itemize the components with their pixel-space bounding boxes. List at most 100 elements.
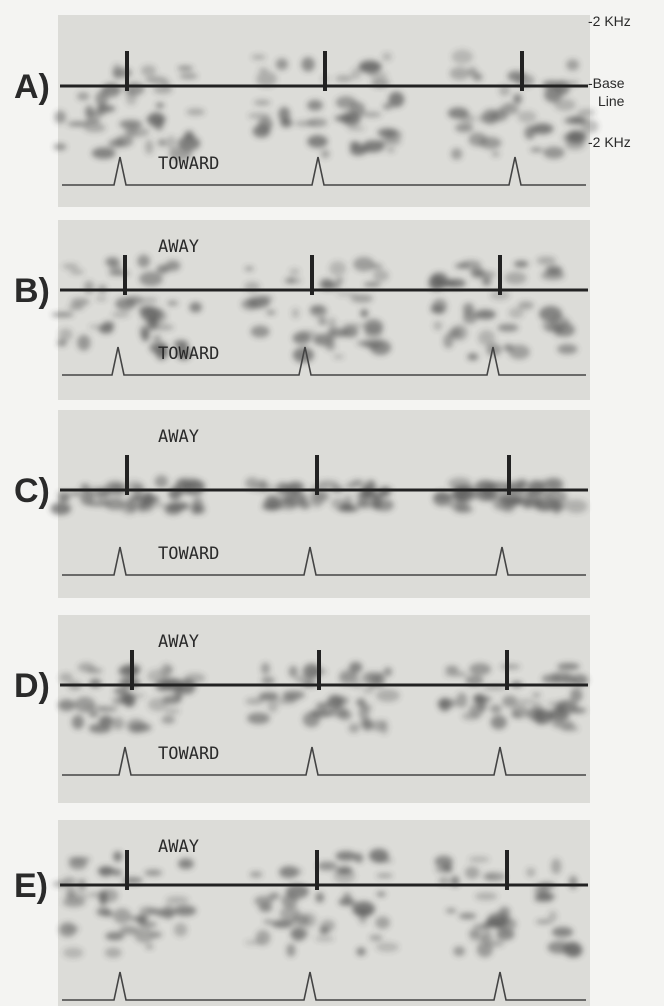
speckle	[468, 66, 478, 77]
speckle	[157, 138, 167, 147]
speckle	[279, 500, 298, 510]
speckle	[291, 927, 306, 942]
speckle	[350, 294, 374, 303]
speckle	[335, 851, 357, 861]
speckle	[76, 92, 90, 101]
speckle	[286, 943, 296, 958]
speckle	[517, 110, 537, 123]
speckle	[342, 325, 359, 338]
speckle	[119, 119, 143, 129]
speckle	[332, 354, 345, 359]
speckle	[298, 329, 317, 338]
speckle	[358, 908, 367, 925]
speckle	[71, 491, 81, 496]
speckle	[307, 135, 328, 148]
speckle	[335, 278, 344, 283]
speckle	[535, 919, 553, 924]
speckle	[310, 708, 334, 718]
speckle	[333, 867, 356, 884]
speckle	[67, 305, 85, 310]
speckle	[291, 307, 300, 319]
speckle	[566, 59, 580, 71]
speckle	[260, 662, 271, 675]
speckle	[317, 493, 330, 499]
speckle	[577, 109, 596, 116]
speckle	[375, 689, 400, 703]
speckle	[177, 66, 194, 71]
speckle	[329, 260, 347, 277]
speckle	[87, 501, 111, 507]
speckle	[373, 858, 393, 864]
speckle	[91, 147, 116, 159]
speckle	[376, 891, 386, 897]
speckle	[332, 696, 349, 706]
speckle	[531, 692, 541, 698]
spike	[317, 650, 321, 690]
speckle	[151, 931, 163, 938]
speckle	[129, 915, 149, 922]
speckle	[334, 114, 356, 122]
speckle	[154, 475, 169, 489]
speckle	[288, 665, 298, 678]
speckle	[50, 502, 72, 515]
speckle	[338, 898, 356, 906]
speckle	[453, 946, 466, 957]
speckle	[102, 321, 115, 329]
speckle	[161, 715, 176, 724]
speckle	[245, 697, 265, 705]
spike	[323, 51, 327, 91]
speckle	[356, 698, 366, 707]
speckle	[349, 661, 363, 673]
scale-label: Line	[598, 93, 625, 109]
speckle	[111, 717, 125, 730]
speckle	[432, 490, 452, 507]
speckle	[541, 674, 564, 684]
speckle	[98, 715, 113, 727]
speckle	[144, 869, 163, 877]
speckle	[496, 928, 515, 941]
speckle	[476, 941, 493, 958]
speckle	[68, 858, 87, 870]
speckle	[462, 302, 475, 316]
speckle	[555, 322, 575, 337]
speckle	[477, 113, 495, 123]
speckle	[256, 71, 278, 87]
speckle	[565, 499, 588, 514]
speckle	[522, 503, 533, 509]
speckle	[348, 480, 367, 488]
speckle	[140, 306, 163, 322]
speckle	[386, 147, 396, 153]
spike	[315, 455, 319, 495]
speckle	[165, 260, 181, 272]
speckle	[438, 877, 450, 885]
speckle	[314, 936, 335, 942]
speckle	[470, 267, 485, 278]
speckle	[360, 309, 369, 318]
speckle	[317, 861, 338, 871]
speckle	[51, 312, 75, 317]
speckle	[368, 72, 388, 79]
speckle	[138, 922, 158, 927]
speckle	[139, 297, 158, 303]
speckle	[145, 76, 168, 84]
speckle	[474, 892, 498, 901]
speckle	[355, 499, 377, 509]
speckle	[181, 483, 195, 488]
speckle	[369, 934, 383, 941]
spike	[507, 455, 511, 495]
speckle	[349, 144, 367, 156]
speckle	[251, 54, 266, 60]
speckle	[451, 49, 473, 64]
speckle	[111, 312, 130, 318]
speckle	[468, 132, 488, 147]
spectrum	[50, 475, 588, 515]
speckle	[69, 269, 85, 275]
speckle	[508, 344, 530, 360]
speckle	[315, 892, 325, 903]
speckle	[173, 922, 188, 937]
speckle	[177, 135, 201, 151]
speckle	[499, 664, 521, 670]
speckle	[320, 919, 336, 932]
speckle	[331, 498, 345, 510]
speckle	[124, 124, 138, 138]
